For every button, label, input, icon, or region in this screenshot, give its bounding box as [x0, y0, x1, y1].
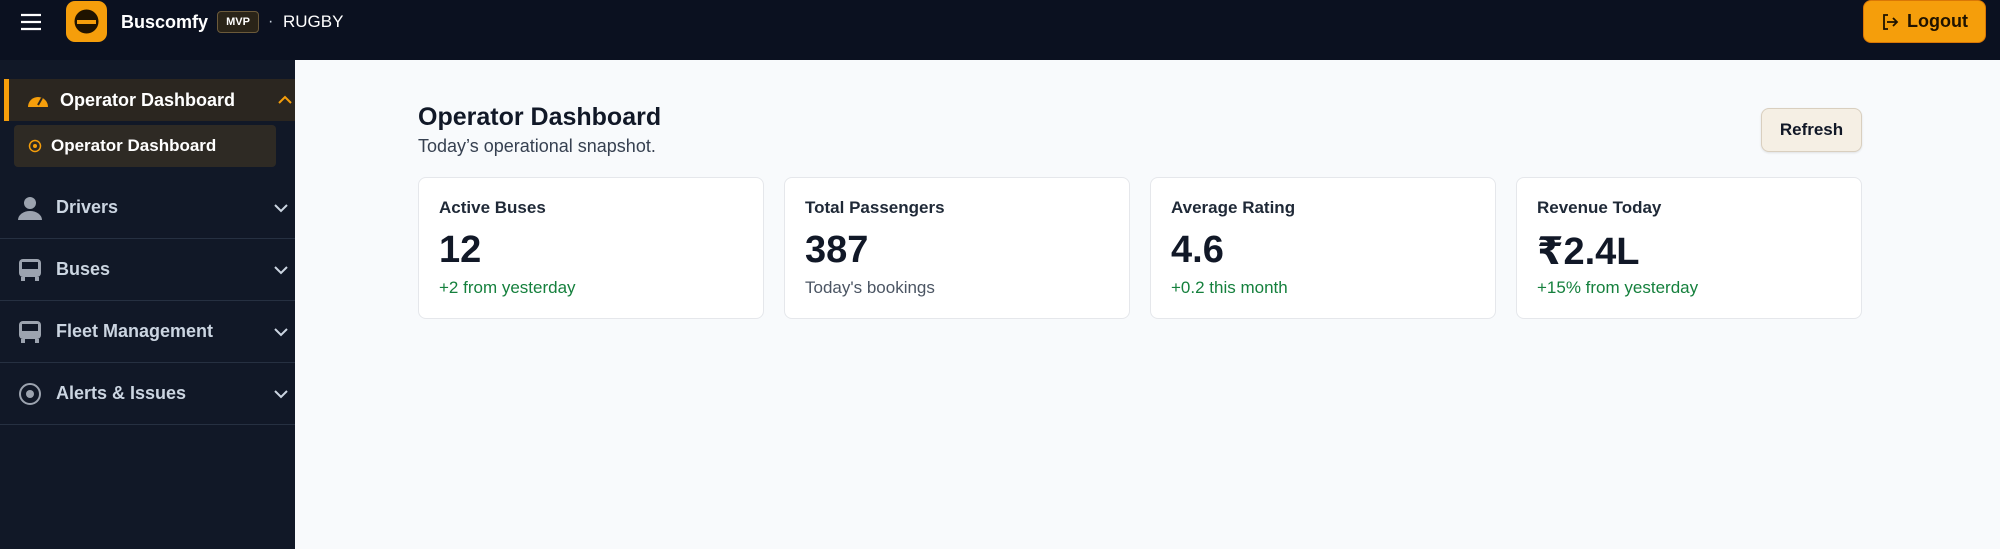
nav-item[interactable]: Alerts & Issues	[0, 363, 295, 425]
nav-item[interactable]: Drivers	[0, 177, 295, 239]
badge: MVP	[217, 11, 259, 33]
page-subtitle: Today’s operational snapshot.	[418, 136, 656, 156]
card-label: Average Rating	[1171, 198, 1296, 217]
stat-card: Revenue Today ₹2.4L +15% from yesterday	[1516, 177, 1862, 319]
brand: Buscomfy	[121, 12, 209, 32]
card-note: +2 from yesterday	[439, 278, 576, 297]
nav-label: Drivers	[56, 197, 119, 217]
logout-label: Logout	[1907, 11, 1968, 31]
sub-label: Operator Dashboard	[51, 136, 217, 155]
nav-item[interactable]: Buses	[0, 239, 295, 301]
page-title: Operator Dashboard	[418, 103, 662, 131]
nav-icon	[19, 320, 41, 343]
stat-card: Total Passengers 387 Today's bookings	[784, 177, 1130, 319]
nav-icon	[28, 97, 48, 107]
nav-icon	[18, 196, 42, 220]
chevron	[278, 95, 292, 104]
stat-card: Active Buses 12 +2 from yesterday	[418, 177, 764, 319]
card-value: ₹2.4L	[1537, 231, 1640, 273]
chevron	[274, 389, 288, 398]
card-value: 387	[805, 229, 869, 271]
card-label: Active Buses	[439, 198, 546, 217]
nav-item[interactable]: Operator Dashboard	[4, 79, 295, 121]
chevron	[274, 203, 288, 212]
card-value: 12	[439, 229, 482, 271]
nav-item[interactable]: Fleet Management	[0, 301, 295, 363]
card-value: 4.6	[1171, 229, 1224, 271]
logout-button[interactable]: Logout	[1863, 0, 1986, 43]
card-note: Today's bookings	[805, 278, 935, 297]
nav-label: Fleet Management	[56, 321, 214, 341]
separator: ·	[268, 13, 274, 30]
card-label: Total Passengers	[805, 198, 945, 217]
top-bar: Buscomfy MVP · RUGBY Logout	[0, 0, 2000, 60]
menu-icon[interactable]	[20, 12, 42, 32]
chevron	[274, 327, 288, 336]
card-note: +0.2 this month	[1171, 278, 1288, 297]
nav-label: Buses	[56, 259, 111, 279]
logout-icon	[1883, 13, 1899, 30]
stat-card: Average Rating 4.6 +0.2 this month	[1150, 177, 1496, 319]
chevron	[274, 265, 288, 274]
card-label: Revenue Today	[1537, 198, 1662, 217]
nav-label: Operator Dashboard	[60, 89, 236, 110]
sub-icon	[28, 139, 42, 153]
refresh-button[interactable]: Refresh	[1761, 108, 1862, 152]
nav-icon	[19, 258, 41, 281]
nav-label: Alerts & Issues	[56, 383, 187, 403]
nav-subitem[interactable]: Operator Dashboard	[14, 125, 276, 167]
card-note: +15% from yesterday	[1537, 278, 1699, 297]
logo	[66, 1, 107, 42]
location: RUGBY	[283, 12, 344, 31]
nav-icon	[19, 382, 41, 405]
